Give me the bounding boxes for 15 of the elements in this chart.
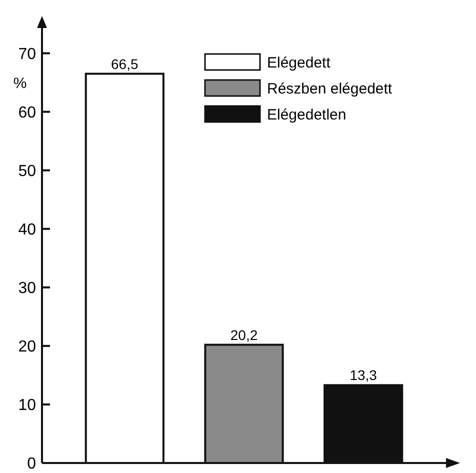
y-tick-label: 30 (18, 280, 36, 297)
y-tick-label: 70 (18, 46, 36, 63)
y-tick-label: 50 (18, 162, 36, 180)
y-tick-label: 0 (27, 456, 36, 473)
y-tick-label: 40 (18, 221, 36, 238)
legend-label: Elégedett (267, 54, 332, 72)
y-tick-label: 60 (18, 104, 36, 122)
data-label: 20,2 (230, 326, 258, 343)
y-axis-title: % (13, 74, 27, 92)
legend-label: Elégedetlen (267, 106, 346, 124)
y-tick-label: 10 (18, 397, 36, 414)
data-label: 13,3 (350, 367, 378, 384)
legend-label: Részben elégedett (267, 80, 393, 98)
y-tick-label: 20 (18, 338, 36, 356)
data-label: 66,5 (111, 56, 138, 72)
